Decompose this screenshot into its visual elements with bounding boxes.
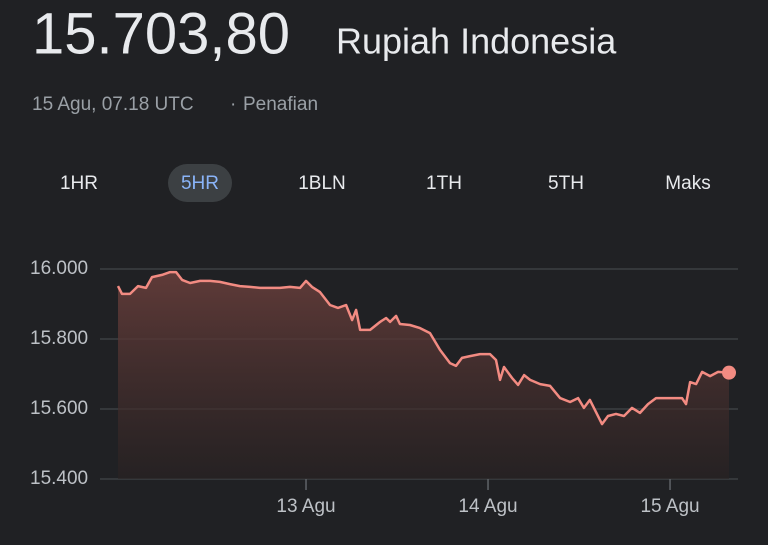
- range-tab[interactable]: 1TH: [426, 173, 462, 194]
- range-tab[interactable]: 1HR: [60, 173, 98, 194]
- price-line: [116, 270, 730, 426]
- range-tabs: 1HR 5HR 1BLN 1TH 5TH Maks: [60, 164, 711, 202]
- range-tab[interactable]: Maks: [665, 173, 710, 194]
- x-tick-label: 14 Agu: [458, 496, 517, 517]
- currency-name: Rupiah Indonesia: [336, 21, 617, 62]
- y-tick-label: 15.400: [30, 468, 88, 489]
- last-point: [722, 365, 736, 380]
- range-tab[interactable]: 5HR: [181, 173, 219, 194]
- price: 15.703,80: [32, 1, 290, 66]
- chart: 15.400 15.600 15.800 16.000 13 Agu 14 Agu 15 A…: [30, 258, 738, 517]
- x-tick-label: 15 Agu: [640, 496, 699, 517]
- separator: ·: [230, 94, 236, 115]
- y-tick-label: 15.600: [30, 398, 88, 419]
- timestamp: 15 Agu, 07.18 UTC: [32, 94, 194, 115]
- x-tick-label: 13 Agu: [276, 496, 335, 517]
- disclaimer-link[interactable]: Penafian: [243, 94, 318, 115]
- tab-highlight: [168, 164, 232, 202]
- area-fill: [118, 272, 729, 479]
- y-tick-label: 16.000: [30, 258, 88, 279]
- y-tick-label: 15.800: [30, 328, 88, 349]
- range-tab[interactable]: 1BLN: [298, 173, 346, 194]
- range-tab[interactable]: 5TH: [548, 173, 584, 194]
